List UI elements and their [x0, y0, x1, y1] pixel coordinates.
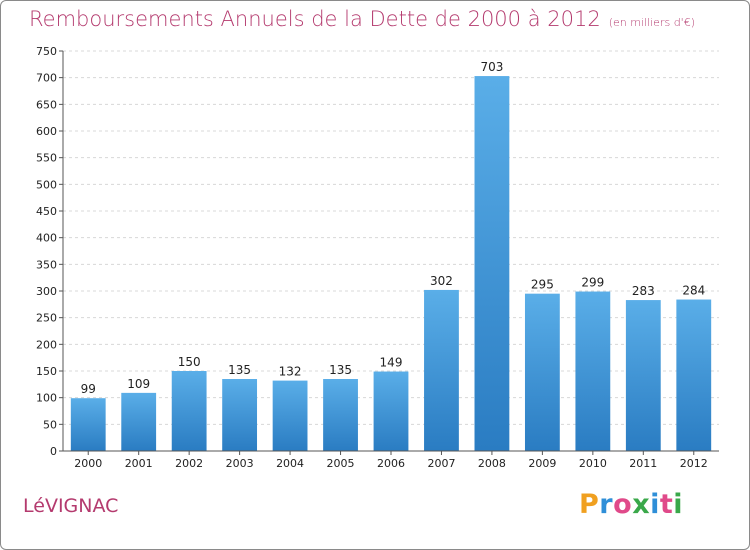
- logo-letter: t: [659, 489, 674, 520]
- x-tick-label: 2002: [175, 457, 203, 470]
- value-label: 283: [632, 284, 655, 298]
- value-label: 299: [581, 276, 604, 290]
- x-tick-label: 2009: [528, 457, 556, 470]
- y-tick-label: 300: [36, 285, 57, 298]
- y-tick-label: 450: [36, 205, 57, 218]
- y-tick-label: 250: [36, 312, 57, 325]
- y-tick-label: 0: [50, 445, 57, 458]
- chart-title-text: Remboursements Annuels de la Dette de 20…: [29, 7, 601, 31]
- bar: [625, 300, 661, 451]
- x-tick-label: 2003: [226, 457, 254, 470]
- logo-letter: r: [599, 489, 614, 520]
- bar: [676, 299, 712, 451]
- value-label: 109: [127, 377, 150, 391]
- value-label: 302: [430, 274, 453, 288]
- value-label: 135: [329, 363, 352, 377]
- chart-title: Remboursements Annuels de la Dette de 20…: [29, 7, 695, 31]
- logo-letter: P: [579, 489, 600, 520]
- x-tick-label: 2008: [478, 457, 506, 470]
- y-tick-label: 400: [36, 232, 57, 245]
- bar: [171, 371, 207, 451]
- x-tick-label: 2000: [74, 457, 102, 470]
- x-tick-label: 2004: [276, 457, 304, 470]
- bar: [121, 392, 157, 451]
- x-tick-label: 2011: [629, 457, 657, 470]
- logo-letter: x: [632, 489, 651, 520]
- y-tick-label: 200: [36, 338, 57, 351]
- x-tick-label: 2010: [579, 457, 607, 470]
- bar: [222, 379, 258, 451]
- bar: [575, 291, 611, 451]
- bar: [474, 76, 510, 452]
- bar: [272, 380, 308, 451]
- value-label: 703: [480, 60, 503, 74]
- value-label: 135: [228, 363, 251, 377]
- y-tick-label: 500: [36, 178, 57, 191]
- bar: [424, 289, 459, 451]
- logo-letter: i: [673, 489, 684, 520]
- bar: [70, 398, 106, 451]
- value-label: 132: [279, 365, 302, 379]
- bar: [323, 379, 358, 451]
- y-tick-label: 550: [36, 152, 57, 165]
- chart-unit: (en milliers d'€): [608, 16, 695, 29]
- logo-letter: o: [613, 489, 633, 520]
- x-tick-label: 2001: [125, 457, 153, 470]
- value-label: 150: [178, 355, 201, 369]
- logo-letter: i: [650, 489, 660, 520]
- bar: [373, 371, 409, 451]
- x-tick-label: 2006: [377, 457, 405, 470]
- y-tick-label: 350: [36, 258, 57, 271]
- y-tick-label: 100: [36, 392, 57, 405]
- y-tick-label: 150: [36, 365, 57, 378]
- y-tick-label: 600: [36, 125, 57, 138]
- commune-name: LéVIGNAC: [23, 495, 119, 517]
- y-tick-label: 750: [36, 45, 57, 58]
- value-label: 149: [380, 356, 403, 370]
- proxiti-logo: Proxiti: [579, 489, 683, 520]
- y-tick-label: 700: [36, 72, 57, 85]
- value-label: 99: [81, 382, 96, 396]
- value-label: 284: [682, 284, 705, 298]
- y-tick-label: 650: [36, 98, 57, 111]
- bar: [524, 293, 560, 451]
- value-label: 295: [531, 278, 554, 292]
- x-tick-label: 2005: [327, 457, 355, 470]
- x-tick-label: 2007: [427, 457, 455, 470]
- x-tick-label: 2012: [680, 457, 708, 470]
- y-tick-label: 50: [43, 418, 57, 431]
